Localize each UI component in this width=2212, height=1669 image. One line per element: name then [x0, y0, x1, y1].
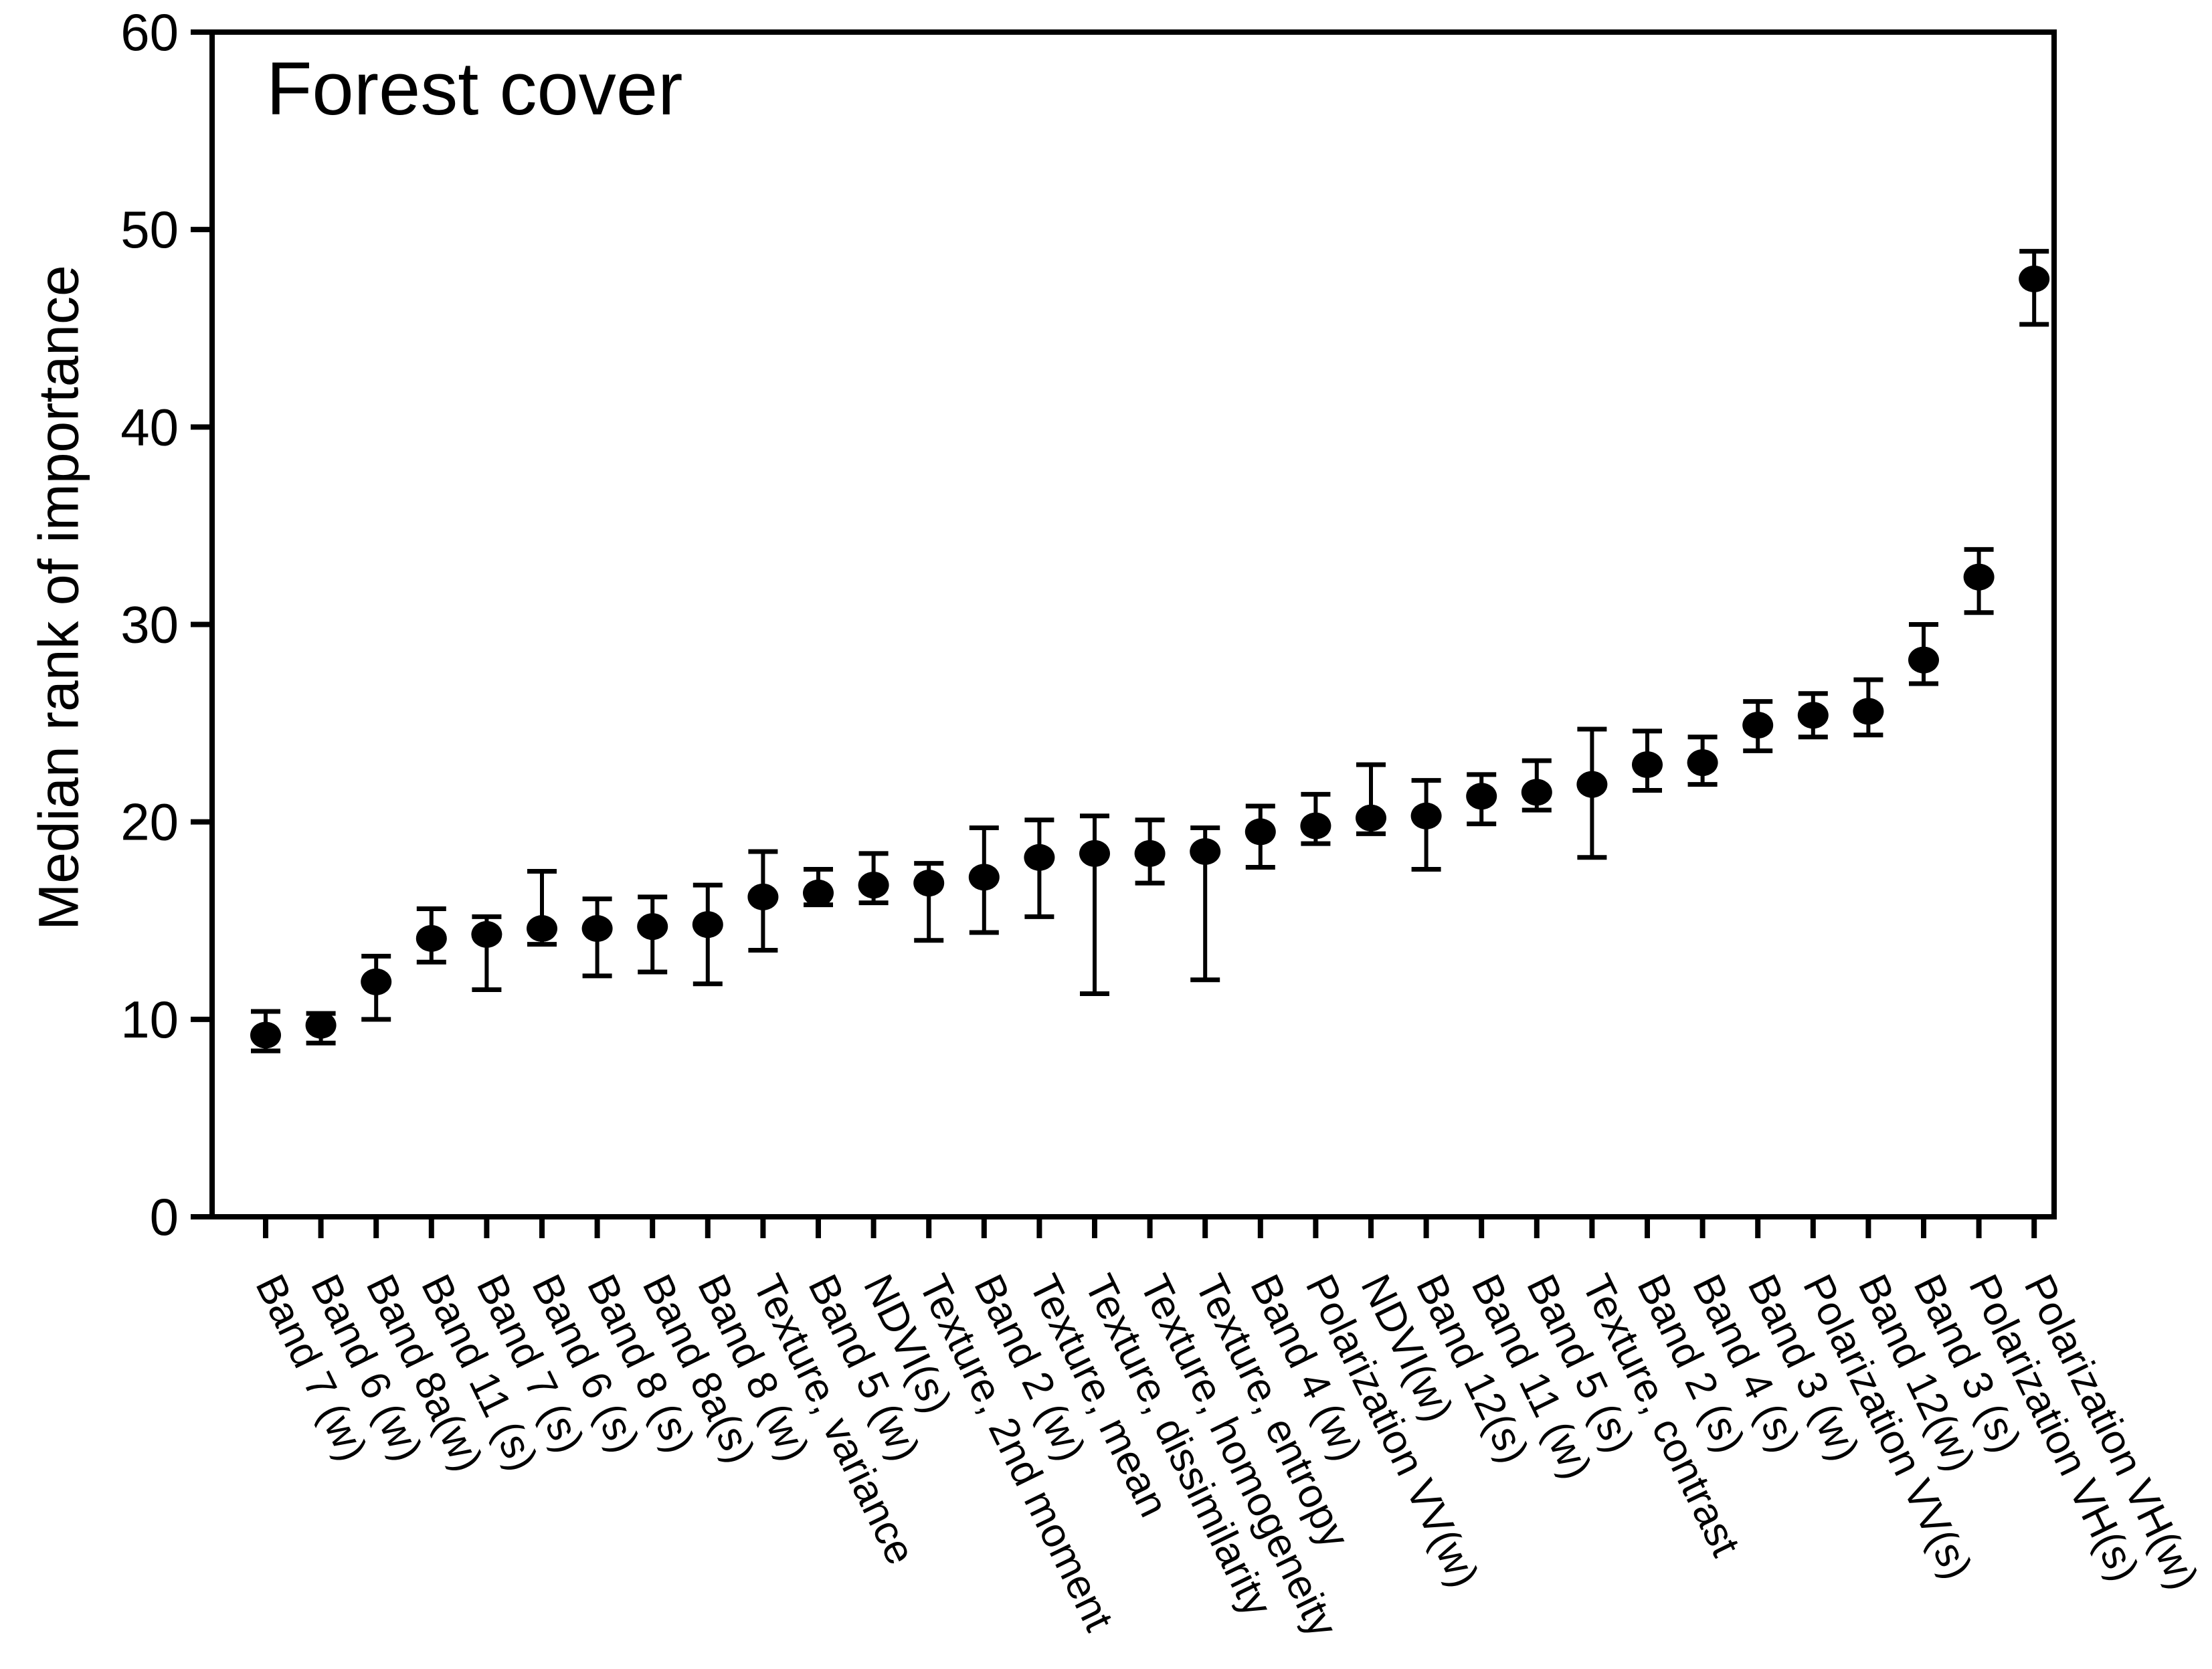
chart-title: Forest cover [266, 47, 683, 130]
data-point [250, 1021, 281, 1049]
data-point [858, 872, 889, 899]
data-point [1963, 563, 1995, 591]
y-tick-label: 60 [120, 3, 179, 62]
data-point [747, 883, 779, 910]
y-tick-label: 20 [120, 793, 179, 852]
data-point [471, 920, 502, 948]
data-point [361, 968, 392, 995]
data-point [1742, 712, 1774, 739]
data-point [1466, 783, 1497, 810]
data-point [968, 864, 1000, 891]
data-point [1079, 840, 1110, 867]
data-point [1797, 702, 1829, 729]
y-tick-label: 40 [120, 397, 179, 456]
data-point [1632, 751, 1663, 779]
data-point [1190, 838, 1221, 865]
data-point [1576, 771, 1608, 798]
data-point [1245, 818, 1276, 846]
data-point [692, 911, 723, 939]
data-point [416, 924, 447, 952]
y-tick-label: 10 [120, 990, 179, 1049]
y-axis-title: Median rank of importance [27, 265, 90, 930]
data-point [581, 915, 613, 943]
data-point [305, 1011, 337, 1039]
plot-frame [209, 29, 2057, 1219]
data-point [1908, 646, 1939, 674]
data-point [913, 870, 945, 897]
data-point [1300, 812, 1331, 840]
y-tick-label: 30 [120, 595, 179, 654]
data-point [1853, 698, 1884, 725]
data-point [1521, 779, 1552, 806]
data-point [637, 913, 668, 941]
y-tick-label: 0 [150, 1187, 179, 1246]
data-point [527, 915, 557, 943]
data-point [2019, 265, 2050, 292]
y-tick-label: 50 [120, 200, 179, 259]
data-point [1410, 802, 1442, 829]
data-point [1356, 804, 1386, 831]
data-point [1134, 840, 1166, 867]
data-point [803, 879, 834, 906]
data-point [1024, 844, 1055, 871]
data-point [1687, 749, 1718, 777]
